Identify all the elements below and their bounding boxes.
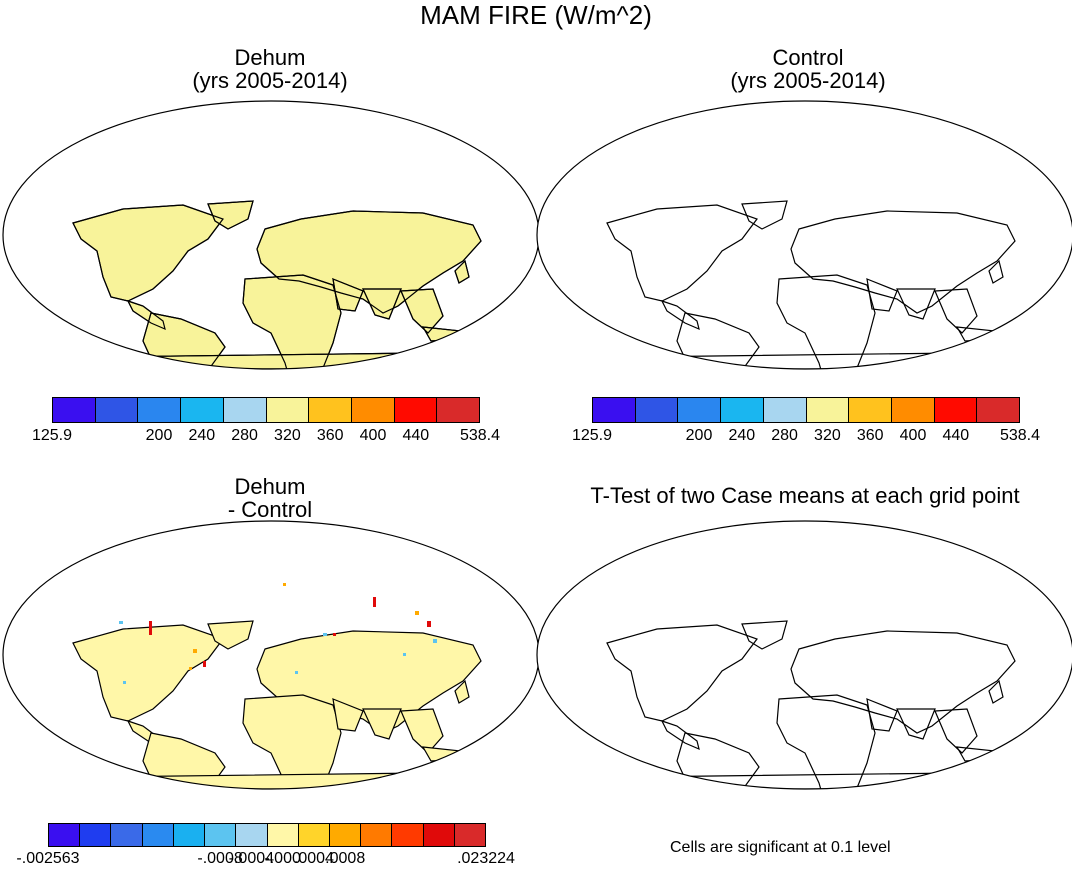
colorbar-control-swatch: [806, 398, 850, 422]
panel-title-ttest: T-Test of two Case means at each grid po…: [540, 484, 1070, 507]
colorbar-diff-swatch: [142, 824, 174, 846]
colorbar-dehum-swatch: [394, 398, 438, 422]
colorbar-diff-swatch: [173, 824, 206, 846]
colorbar-diff-swatch: [267, 824, 299, 846]
panel-title-control-line2: (yrs 2005-2014): [730, 68, 886, 93]
colorbar-control-tick-label: 320: [814, 427, 841, 444]
colorbar-control-swatch: [849, 398, 892, 422]
colorbar-diff-swatch: [298, 824, 330, 846]
colorbar-diff-swatch: [361, 824, 393, 846]
colorbar-control-tick-label: 200: [685, 427, 713, 444]
colorbar-dehum-swatch: [181, 398, 224, 422]
map-control: [536, 100, 1072, 370]
colorbar-diff-swatch: [111, 824, 143, 846]
colorbar-control-tick-label: 400: [899, 427, 927, 444]
panel-title-dehum: Dehum (yrs 2005-2014): [130, 46, 410, 92]
colorbar-dehum-tick-label: 280: [231, 427, 258, 444]
colorbar-diff-tick-label: -.002563: [16, 850, 80, 867]
colorbar-diff-tick-label: -.000: [264, 850, 301, 867]
colorbar-dehum-tick-label: 320: [274, 427, 301, 444]
colorbar-control: [592, 397, 1020, 423]
colorbar-control-swatch: [593, 398, 636, 422]
colorbar-control-tick-label: 125.9: [571, 427, 613, 444]
colorbar-control-tick-label: 280: [771, 427, 798, 444]
colorbar-control-swatch: [977, 398, 1020, 422]
colorbar-dehum-swatch: [309, 398, 352, 422]
colorbar-control-swatch: [721, 398, 764, 422]
colorbar-diff-swatch: [329, 824, 362, 846]
ttest-note: Cells are significant at 0.1 level: [670, 839, 891, 856]
colorbar-control-tick-label: 440: [942, 427, 970, 444]
colorbar-dehum-swatch: [95, 398, 139, 422]
colorbar-diff-tick-label: .023224: [457, 850, 515, 867]
colorbar-dehum-tick-label: 400: [359, 427, 387, 444]
colorbar-control-swatch: [934, 398, 978, 422]
colorbar-control-swatch: [678, 398, 722, 422]
colorbar-dehum-tick-label: 360: [316, 427, 344, 444]
colorbar-diff-swatch: [49, 824, 81, 846]
panel-title-ttest-line1: T-Test of two Case means at each grid po…: [590, 483, 1020, 508]
colorbar-dehum-tick-label: 125.9: [31, 427, 73, 444]
page-title: MAM FIRE (W/m^2): [420, 0, 652, 30]
panel-title-diff: Dehum - Control: [130, 475, 410, 521]
colorbar-dehum-tick-label: 538.4: [459, 427, 501, 444]
colorbar-dehum-swatch: [437, 398, 480, 422]
colorbar-dehum-swatch: [266, 398, 310, 422]
colorbar-dehum-swatch: [223, 398, 267, 422]
panel-title-diff-line1: Dehum: [234, 474, 306, 499]
colorbar-diff-tick-label: -.0004: [228, 850, 275, 867]
colorbar-dehum-labels: 125.9 200 240 280 320 360 400 440 538.4: [32, 427, 500, 447]
colorbar-diff: [48, 823, 486, 847]
colorbar-diff-swatch: [236, 824, 268, 846]
colorbar-control-labels: 125.9 200 240 280 320 360 400 440 538.4: [572, 427, 1040, 447]
colorbar-dehum-tick-label: 440: [402, 427, 430, 444]
panel-title-control-line1: Control: [772, 45, 844, 70]
map-diff: [2, 520, 540, 790]
colorbar-diff-swatch: [423, 824, 455, 846]
colorbar-dehum-swatch: [53, 398, 96, 422]
colorbar-diff-swatch: [205, 824, 237, 846]
colorbar-diff-swatch: [80, 824, 112, 846]
colorbar-diff-swatch: [392, 824, 424, 846]
colorbar-dehum-swatch: [138, 398, 182, 422]
panel-title-diff-line2: - Control: [227, 497, 313, 522]
colorbar-diff-labels: -.002563 -.0008 -.0004 -.000.0004.0008 .0232…: [16, 850, 515, 870]
map-dehum: [2, 100, 540, 370]
colorbar-diff-swatch: [454, 824, 486, 846]
colorbar-dehum: [52, 397, 480, 423]
map-ttest: [536, 520, 1072, 790]
colorbar-dehum-tick-label: 200: [145, 427, 173, 444]
colorbar-diff-tick-label: .0008: [325, 850, 366, 867]
colorbar-diff-tick-label: -.0008: [197, 850, 243, 867]
colorbar-control-tick-label: 360: [856, 427, 884, 444]
colorbar-control-swatch: [635, 398, 679, 422]
panel-title-dehum-line2: (yrs 2005-2014): [192, 68, 348, 93]
panel-title-dehum-line1: Dehum: [234, 45, 306, 70]
colorbar-control-tick-label: 538.4: [999, 427, 1041, 444]
panel-title-control: Control (yrs 2005-2014): [668, 46, 948, 92]
colorbar-control-swatch: [763, 398, 807, 422]
colorbar-control-tick-label: 240: [728, 427, 756, 444]
colorbar-control-swatch: [891, 398, 935, 422]
colorbar-diff-tick-label: .0004: [293, 850, 334, 867]
colorbar-dehum-tick-label: 240: [188, 427, 216, 444]
colorbar-dehum-swatch: [351, 398, 395, 422]
